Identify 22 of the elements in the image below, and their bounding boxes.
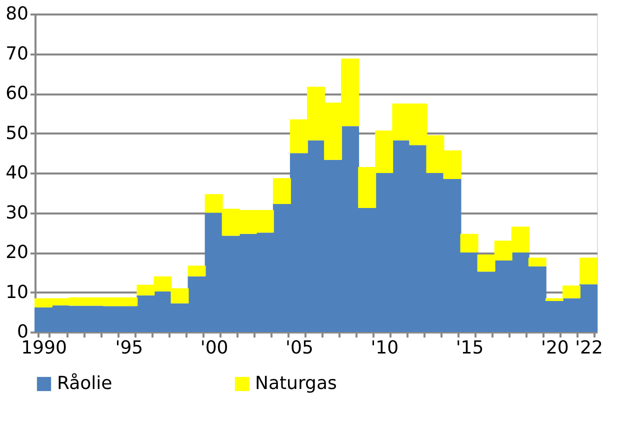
y-tick-label: 50 bbox=[6, 122, 28, 144]
y-tick-label: 10 bbox=[6, 282, 28, 303]
y-tick-label: 80 bbox=[6, 4, 28, 24]
y-tick-label: 40 bbox=[6, 162, 28, 184]
bar bbox=[272, 178, 291, 204]
y-tick-label: 60 bbox=[6, 83, 28, 104]
x-tick-label: '00 bbox=[200, 338, 228, 358]
legend-label: Naturgas bbox=[255, 373, 337, 394]
bar bbox=[460, 234, 478, 252]
x-tick-label: '20 bbox=[540, 338, 569, 358]
bar bbox=[528, 258, 546, 266]
x-tick-label: '95 bbox=[115, 338, 144, 358]
y-tick-label: 30 bbox=[6, 202, 28, 224]
x-tick-label: '10 bbox=[370, 338, 399, 358]
bar bbox=[188, 266, 206, 276]
x-tick-label: '05 bbox=[286, 338, 314, 358]
y-tick-label: 70 bbox=[6, 43, 28, 64]
x-tick-label: '15 bbox=[456, 338, 484, 358]
x-tick-label: '22 bbox=[575, 338, 603, 358]
legend-label: Råolie bbox=[57, 373, 112, 394]
x-tick-label: 1990 bbox=[21, 338, 67, 358]
y-tick-label: 20 bbox=[6, 242, 28, 263]
